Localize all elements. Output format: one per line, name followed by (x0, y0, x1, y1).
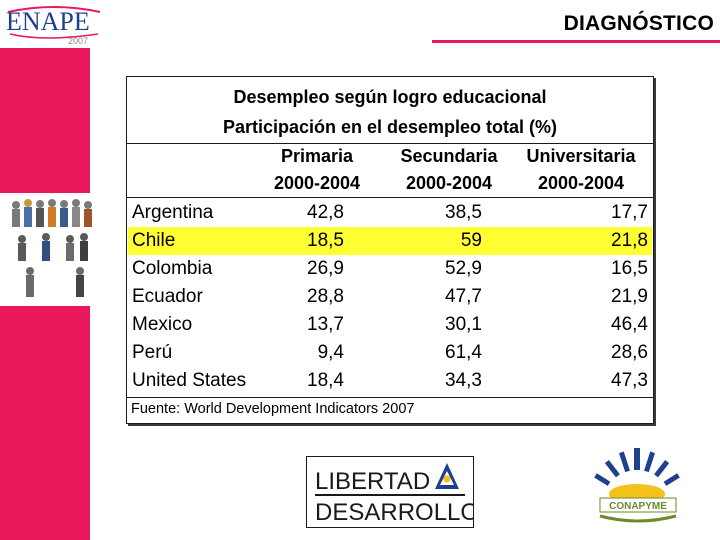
column-header-primaria: Primaria 2000-2004 (247, 143, 387, 197)
table-row-mexico: Mexico 13,7 30,1 46,4 (128, 311, 652, 339)
people-figures-image (0, 193, 98, 306)
enape-logo-year: 2007 (68, 36, 88, 46)
value-secundaria: 30,1 (445, 314, 482, 335)
title-underline (432, 40, 720, 43)
left-accent-bar-bottom (0, 306, 90, 540)
country-cell: United States (132, 370, 247, 391)
table-divider (127, 197, 653, 198)
table-row-chile: Chile 18,5 59 21,8 (128, 227, 652, 255)
value-universitaria: 21,9 (611, 286, 648, 307)
table-divider (127, 397, 653, 398)
table-row-united-states: United States 18,4 34,3 47,3 (128, 367, 652, 395)
unemployment-table: Desempleo según logro educacional Partic… (126, 76, 654, 424)
country-cell: Chile (132, 230, 176, 251)
value-universitaria: 46,4 (611, 314, 648, 335)
country-cell: Mexico (132, 314, 193, 335)
table-row-colombia: Colombia 26,9 52,9 16,5 (128, 255, 652, 283)
source-note: Fuente: World Development Indicators 200… (131, 401, 415, 417)
page-title: DIAGNÓSTICO (563, 12, 714, 35)
value-secundaria: 47,7 (445, 286, 482, 307)
conapyme-text: CONAPYME (609, 501, 667, 512)
desarrollo-text: DESARROLLO (315, 499, 473, 526)
value-primaria: 42,8 (307, 202, 344, 223)
libertad-desarrollo-logo: LIBERTAD DESARROLLO (306, 456, 479, 528)
value-universitaria: 21,8 (611, 230, 648, 251)
value-primaria: 26,9 (307, 258, 344, 279)
country-cell: Argentina (132, 202, 214, 223)
value-secundaria: 52,9 (445, 258, 482, 279)
country-cell: Ecuador (132, 286, 203, 307)
value-primaria: 18,5 (307, 230, 344, 251)
column-period: 2000-2004 (405, 173, 493, 193)
value-universitaria: 28,6 (611, 342, 648, 363)
value-secundaria: 38,5 (445, 202, 482, 223)
libertad-text: LIBERTAD (315, 468, 430, 495)
left-accent-bar-top (0, 48, 90, 193)
value-universitaria: 16,5 (611, 258, 648, 279)
table-row-argentina: Argentina 42,8 38,5 17,7 (128, 199, 652, 227)
table-divider (127, 143, 653, 144)
value-primaria: 9,4 (317, 342, 344, 363)
value-universitaria: 47,3 (611, 370, 648, 391)
column-name: Universitaria (526, 146, 636, 166)
conapyme-logo: CONAPYME (590, 442, 686, 528)
value-primaria: 18,4 (307, 370, 344, 391)
enape-logo: ENAPE 2007 (4, 4, 104, 48)
column-header-secundaria: Secundaria 2000-2004 (383, 143, 515, 197)
column-period: 2000-2004 (537, 173, 625, 193)
country-cell: Colombia (132, 258, 213, 279)
value-primaria: 13,7 (307, 314, 344, 335)
column-header-universitaria: Universitaria 2000-2004 (511, 143, 651, 197)
table-subtitle: Participación en el desempleo total (%) (222, 117, 558, 137)
table-title: Desempleo según logro educacional (233, 87, 547, 107)
value-secundaria: 34,3 (445, 370, 482, 391)
table-row-ecuador: Ecuador 28,8 47,7 21,9 (128, 283, 652, 311)
country-cell: Perú (132, 342, 173, 363)
column-period: 2000-2004 (273, 173, 361, 193)
column-name: Primaria (280, 146, 354, 166)
value-universitaria: 17,7 (611, 202, 648, 223)
value-primaria: 28,8 (307, 286, 344, 307)
value-secundaria: 61,4 (445, 342, 482, 363)
value-secundaria: 59 (460, 230, 482, 251)
enape-logo-text: ENAPE (6, 7, 90, 36)
table-row-peru: Perú 9,4 61,4 28,6 (128, 339, 652, 367)
column-name: Secundaria (400, 146, 498, 166)
